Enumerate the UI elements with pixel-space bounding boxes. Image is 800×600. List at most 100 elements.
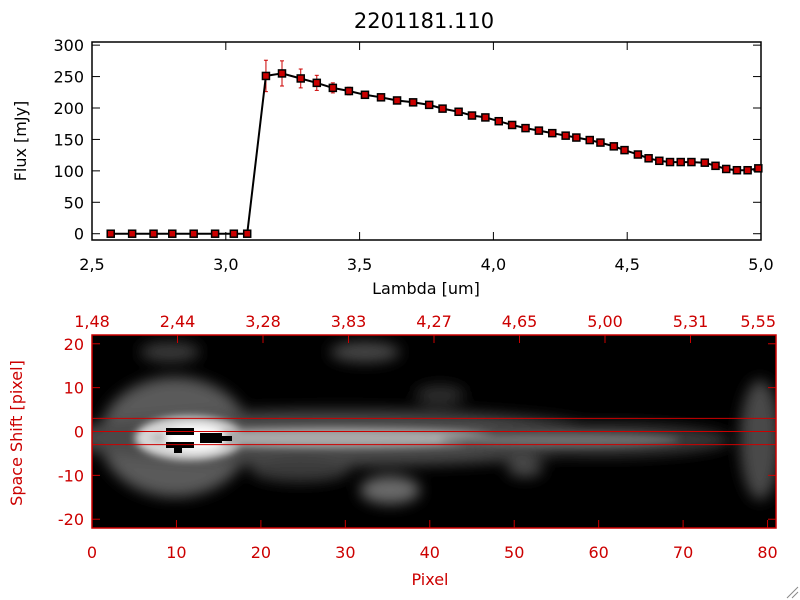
data-point-marker <box>467 111 477 120</box>
data-point-marker <box>261 71 271 81</box>
spectrum-x-tick-label: 5,0 <box>748 255 773 274</box>
data-point-marker <box>534 126 544 135</box>
image-top-tick-label: 4,65 <box>502 312 538 331</box>
spectrum-error-bars <box>263 59 761 174</box>
image-x-tick-label: 70 <box>673 543 693 562</box>
spectrum-x-axis-label: Lambda [um] <box>372 279 480 298</box>
spectrum-y-ticks: 0 50 100 150 200 250 300 <box>53 36 761 244</box>
data-point-marker <box>392 96 402 105</box>
image-x-tick-label: 30 <box>335 543 355 562</box>
image-y-ticks: 20 10 0 -10 -20 <box>58 335 776 529</box>
data-point-marker <box>168 229 177 238</box>
spectrum-y-tick-label: 200 <box>53 99 84 118</box>
data-point-marker <box>732 165 742 175</box>
image-x-tick-label: 80 <box>757 543 777 562</box>
data-point-marker <box>494 116 504 126</box>
spectrum-panel: 2201181.110 0 50 100 150 200 250 300 2,5 3,0 3,5… <box>11 9 774 298</box>
data-point-marker <box>743 165 752 175</box>
spectrum-series-line <box>110 72 759 235</box>
data-point-marker <box>644 154 653 163</box>
spectrum-x-tick-label: 4,5 <box>614 255 639 274</box>
data-point-marker <box>312 78 322 88</box>
data-point-marker <box>438 104 447 113</box>
data-point-marker <box>548 128 557 138</box>
spectrum-y-axis-label: Flux [mJy] <box>11 101 30 182</box>
data-point-marker <box>633 150 643 159</box>
spectrum-y-tick-label: 100 <box>53 162 84 181</box>
image-y-tick-label: 20 <box>64 335 84 354</box>
image-x-tick-label: 10 <box>166 543 186 562</box>
image-x-tick-label: 0 <box>87 543 97 562</box>
spectrum-x-tick-label: 3,0 <box>213 255 238 274</box>
image-top-tick-label: 3,28 <box>245 312 281 331</box>
data-point-marker <box>242 229 252 238</box>
data-point-marker <box>521 123 530 133</box>
image-y-axis-label: Space Shift [pixel] <box>7 360 26 506</box>
data-point-marker <box>376 93 386 102</box>
data-point-marker <box>106 229 115 238</box>
data-point-marker <box>344 86 354 96</box>
spectrum-y-tick-label: 0 <box>74 225 84 244</box>
resize-grip-icon[interactable] <box>786 586 799 599</box>
image-top-tick-label: 5,31 <box>673 312 709 331</box>
spectrum-y-tick-label: 150 <box>53 130 84 149</box>
spectrum-x-tick-label: 4,0 <box>481 255 506 274</box>
spectrum-plot-frame <box>91 41 762 241</box>
data-point-marker <box>609 142 619 151</box>
image-x-tick-label: 60 <box>588 543 608 562</box>
data-point-marker <box>572 133 581 142</box>
image-top-tick-label: 5,55 <box>740 312 776 331</box>
extraction-lines <box>92 417 776 446</box>
data-point-marker <box>408 98 418 107</box>
data-point-marker <box>507 120 517 130</box>
image-x-axis-label: Pixel <box>411 570 448 589</box>
data-point-marker <box>360 90 370 100</box>
image-y-tick-label: -10 <box>58 466 84 485</box>
image-top-tick-label: 2,44 <box>160 312 196 331</box>
spectrum-y-tick-label: 250 <box>53 68 84 87</box>
data-point-marker <box>721 164 731 174</box>
data-point-marker <box>210 229 220 238</box>
data-point-marker <box>277 69 287 78</box>
image-y-tick-label: 0 <box>74 423 84 442</box>
spectrum-y-tick-label: 300 <box>53 36 84 55</box>
data-point-marker <box>127 229 137 238</box>
data-point-marker <box>596 138 605 147</box>
data-point-marker <box>481 113 490 122</box>
data-point-marker <box>620 145 629 155</box>
spectrum-markers <box>106 69 763 238</box>
data-point-marker <box>700 158 710 167</box>
data-point-marker <box>189 229 198 238</box>
data-point-marker <box>454 107 463 117</box>
spectrum-y-tick-label: 50 <box>64 193 84 212</box>
data-point-marker <box>229 229 239 238</box>
image-top-tick-label: 5,00 <box>587 312 623 331</box>
data-point-marker <box>687 157 696 167</box>
image-panel: 20 10 0 -10 -20 0 10 20 30 40 50 60 70 80 1,48 2,44 3,… <box>7 312 778 589</box>
spectrum-x-tick-label: 2,5 <box>79 255 104 274</box>
image-x-tick-label: 50 <box>504 543 524 562</box>
image-top-tick-label: 3,83 <box>331 312 367 331</box>
image-y-tick-label: -20 <box>58 510 84 529</box>
image-x-tick-label: 40 <box>420 543 440 562</box>
data-point-marker <box>754 164 763 173</box>
data-point-marker <box>655 156 664 166</box>
data-point-marker <box>149 229 158 238</box>
chart-title: 2201181.110 <box>354 9 494 33</box>
data-point-marker <box>561 131 570 140</box>
data-point-marker <box>328 83 338 93</box>
data-point-marker <box>424 100 434 110</box>
data-point-marker <box>296 74 305 83</box>
spectrum-x-tick-label: 3,5 <box>347 255 372 274</box>
data-point-marker <box>585 135 594 145</box>
data-point-marker <box>711 161 720 171</box>
image-top-wavelength-ticks: 1,48 2,44 3,28 3,83 4,27 4,65 5,00 5,31 5,55 <box>74 312 777 343</box>
data-point-marker <box>665 157 675 167</box>
image-y-tick-label: 10 <box>64 379 84 398</box>
image-top-tick-label: 1,48 <box>74 312 110 331</box>
image-x-ticks: 0 10 20 30 40 50 60 70 80 <box>87 520 778 562</box>
image-top-tick-label: 4,27 <box>416 312 452 331</box>
data-point-marker <box>676 157 685 167</box>
image-x-tick-label: 20 <box>251 543 271 562</box>
